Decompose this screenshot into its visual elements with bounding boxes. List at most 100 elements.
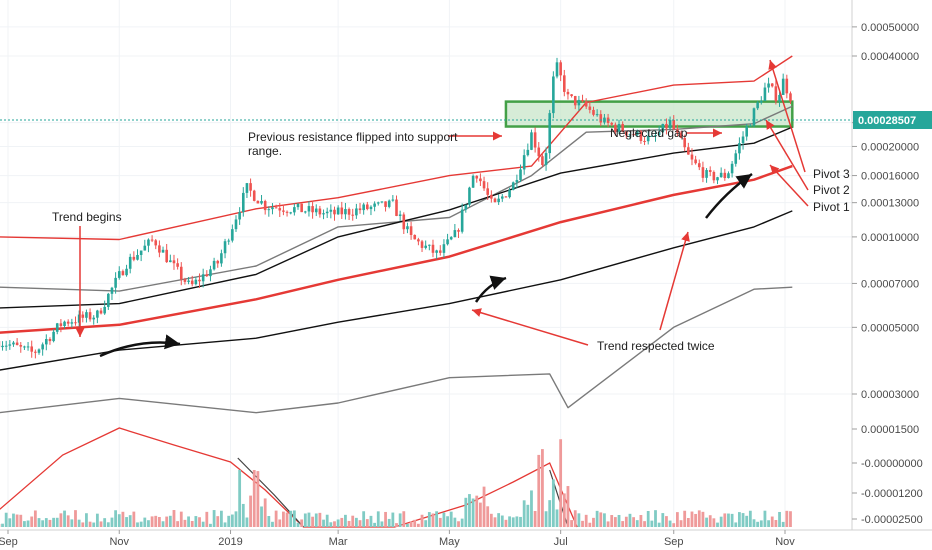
candlesticks <box>0 57 792 359</box>
volume-bar <box>621 521 625 527</box>
candle-body <box>231 229 234 241</box>
candle-body <box>158 245 161 253</box>
candle-body <box>767 83 770 88</box>
volume-bar <box>431 513 435 527</box>
volume-bar <box>577 513 581 527</box>
volume-bar <box>595 510 599 527</box>
volume-bar <box>632 517 636 527</box>
volume-bar <box>708 515 712 527</box>
volume-bar <box>19 514 23 527</box>
volume-bar <box>727 513 730 527</box>
candle-body <box>774 86 778 102</box>
volume-bar <box>741 513 745 527</box>
volume-bar <box>220 510 223 527</box>
volume-bar <box>479 502 482 527</box>
volume-bar <box>132 511 136 527</box>
candle-body <box>59 323 63 327</box>
candle-body <box>256 200 260 204</box>
volume-bar <box>12 513 15 527</box>
volume-bar <box>752 519 756 527</box>
grid-lines <box>0 0 852 530</box>
volume-bar <box>263 498 267 527</box>
volume-bar <box>99 521 103 527</box>
volume-bar <box>767 520 770 527</box>
volume-bar <box>449 511 453 527</box>
annotation-trend-begins: Trend begins <box>52 210 122 224</box>
candle-body <box>96 310 99 318</box>
candle-body <box>387 200 391 207</box>
volume-bar <box>457 521 460 527</box>
candle-body <box>559 62 562 76</box>
volume-bar <box>515 516 519 527</box>
volume-bar <box>599 512 603 527</box>
volume-bar <box>683 510 687 527</box>
candle-body <box>117 271 121 278</box>
candle-body <box>493 198 497 203</box>
candle-body <box>446 239 449 245</box>
volume-bar <box>23 521 26 527</box>
candle-body <box>194 279 198 285</box>
candle-body <box>23 346 26 348</box>
volume-bar <box>548 500 552 527</box>
volume-bar <box>183 519 187 527</box>
candle-body <box>522 155 526 170</box>
annotation-neglected-gap: Neglected gap <box>610 126 688 140</box>
price-tick-label: 0.00040000 <box>861 51 919 63</box>
volume-bar <box>70 519 74 527</box>
candle-body <box>227 240 230 242</box>
candle-body <box>311 206 314 213</box>
volume-bar <box>117 514 121 527</box>
candle-body <box>373 203 376 207</box>
candle-body <box>756 102 759 109</box>
candle-body <box>376 202 380 204</box>
candle-body <box>340 207 344 215</box>
volume-bar <box>701 511 705 527</box>
volume-bar <box>395 523 398 527</box>
candle-body <box>4 345 8 347</box>
volume-bar <box>300 519 304 527</box>
volume-bar <box>48 519 52 527</box>
volume-bar <box>362 511 366 527</box>
candle-body <box>41 344 44 350</box>
volume-bar <box>114 510 118 527</box>
candle-body <box>428 244 431 246</box>
candle-body <box>778 94 781 102</box>
volume-bar <box>139 521 143 527</box>
volume-bar <box>785 510 789 527</box>
candle-body <box>128 256 132 269</box>
candle-body <box>99 310 103 314</box>
volume-bar <box>416 523 420 527</box>
volume-bar <box>391 512 395 527</box>
candle-body <box>730 163 734 174</box>
volume-bar <box>413 519 417 527</box>
candle-body <box>646 135 650 142</box>
annotation-resistance-flipped-line2: range. <box>248 144 282 158</box>
candle-body <box>314 208 318 213</box>
candle-body <box>417 239 420 242</box>
volume-bar <box>336 519 340 527</box>
candle-body <box>621 124 624 132</box>
candle-body <box>625 131 628 136</box>
candle-body <box>358 208 362 211</box>
volume-bar <box>63 510 66 527</box>
volume-bar <box>154 515 158 527</box>
volume-bar <box>690 511 694 527</box>
time-tick-label: 2019 <box>218 536 242 548</box>
volume-bar <box>438 517 442 527</box>
volume-bar <box>668 520 672 527</box>
candle-body <box>464 204 468 210</box>
candle-body <box>329 209 333 212</box>
price-tick-label: 0.00005000 <box>861 322 919 334</box>
candle-body <box>249 183 252 191</box>
volume-bar <box>344 514 347 527</box>
candle-body <box>592 109 595 115</box>
candle-body <box>201 274 205 282</box>
candle-body <box>398 214 402 216</box>
volume-bar <box>686 517 690 527</box>
arrow-pivot-3 <box>768 59 806 173</box>
time-tick-label: Jul <box>554 536 568 548</box>
candle-body <box>252 190 256 201</box>
volume-bar <box>566 486 570 527</box>
volume-bar <box>322 519 325 527</box>
volume-bar <box>161 521 165 527</box>
